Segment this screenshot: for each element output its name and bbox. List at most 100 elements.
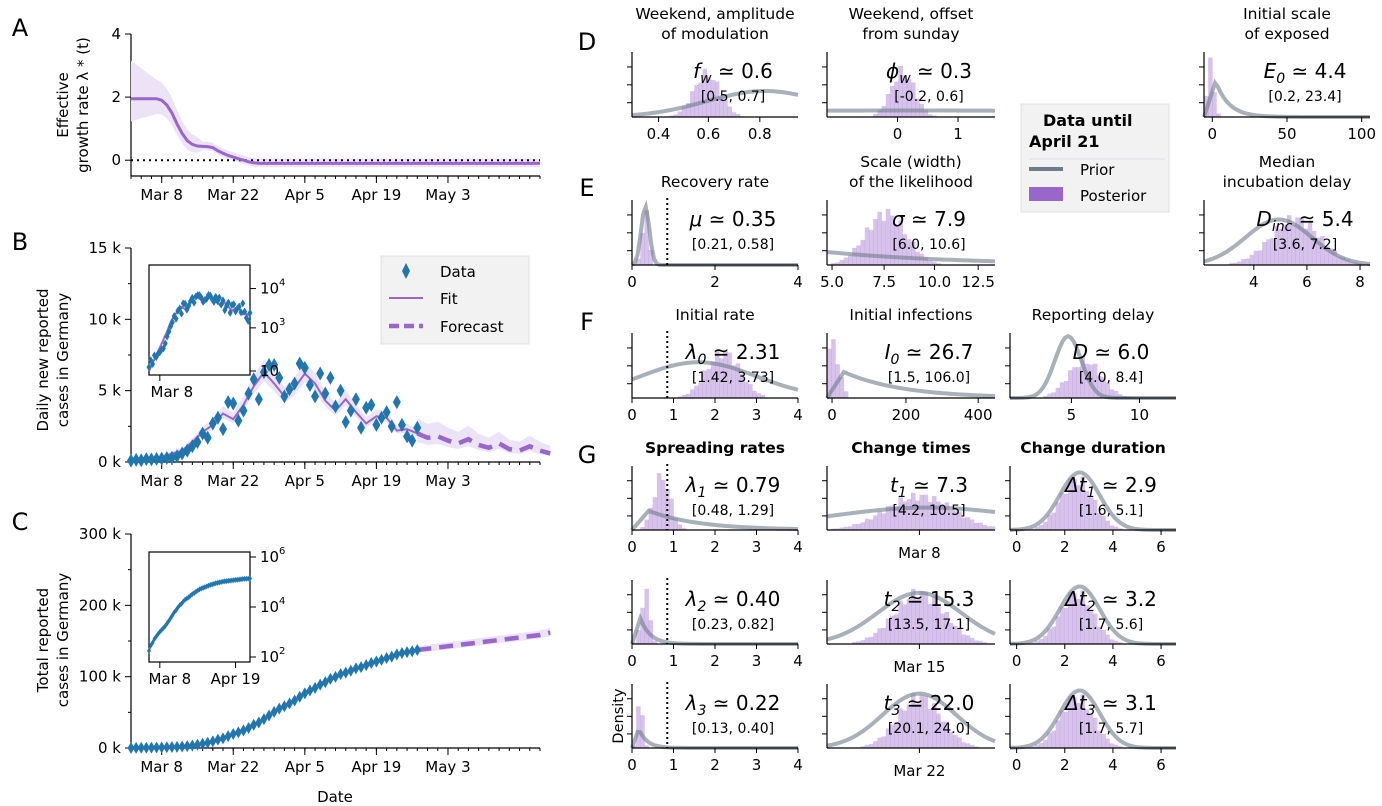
density-panel-sigma: 5.0 7.5 10.0 12.5 Scale (width) of the likeli… [820,153,996,291]
data-point [239,403,248,418]
x-tick-label: Mar 22 [207,472,259,490]
posterior-bar [873,219,878,265]
x-tick-label: 3 [752,406,762,424]
estimate-label: Δt3 ≃ 3.1 [1063,691,1157,719]
data-point [306,684,314,697]
data-point [285,382,294,397]
inset-data-point [150,360,156,369]
x-tick-label: May 3 [425,758,470,776]
posterior-bar [906,239,912,265]
posterior-bar [885,208,891,265]
data-point [316,366,325,381]
density-panel-I0: 0 200 400 Initial infections I0 ≃ 26.7 [1.5, … [822,306,996,424]
x-tick-label: 1 [669,538,679,556]
posterior-bar [1117,528,1123,530]
posterior-bar [1117,746,1123,748]
posterior-bar [898,220,903,265]
posterior-bar [852,641,857,644]
data-point [193,435,202,450]
panel-letter-F: F [580,308,594,336]
posterior-bar [661,479,666,530]
posterior-bar [685,103,691,117]
posterior-bar [848,255,853,265]
posterior-bar [919,494,924,530]
data-point [234,413,243,428]
posterior-bar [978,522,983,530]
posterior-bar [1097,512,1102,530]
x-tick-label: 5.0 [820,273,844,291]
posterior-bar [719,358,724,398]
posterior-bar [1080,590,1085,644]
posterior-bar [948,622,954,644]
data-point [275,370,284,385]
posterior-bar [852,247,857,265]
x-tick-label: 4 [793,406,803,424]
posterior-bar [923,494,929,530]
x-axis-label: Date [317,788,353,806]
x-tick-label: Mar 8 [140,472,183,490]
estimate-label: t3 ≃ 22.0 [884,691,975,719]
posterior-bar [1030,746,1036,748]
legend-data-label: Data [440,263,476,281]
posterior-bar [957,737,962,748]
data-point [203,430,212,445]
data-point [357,661,365,674]
inset-data-point [231,300,237,309]
data-point [305,377,314,392]
posterior-bar [911,588,916,644]
posterior-bar [1084,605,1090,644]
posterior-bar [919,695,924,748]
posterior-bar [735,113,741,117]
posterior-bar [727,106,732,117]
inset-data-point [238,308,244,317]
posterior-bar [1059,606,1065,644]
inset-data-point [191,298,197,307]
posterior-bar [911,82,916,117]
posterior-bar [1274,225,1279,265]
panel-title: Initial infections [849,306,972,324]
posterior-bar [927,603,933,644]
x-tick-label: Mar 15 [893,658,945,676]
panel-title: Recovery rate [661,173,769,191]
data-point [137,741,145,754]
posterior-bar [1080,356,1085,398]
posterior-bar [906,599,912,644]
posterior-bar [1257,250,1263,265]
x-tick-label: 2 [1060,538,1070,556]
posterior-bar [839,377,845,398]
data-point [372,655,380,668]
y-tick-label: 15 k [88,239,121,257]
posterior-bar [927,502,933,530]
posterior-bar [1043,521,1048,530]
x-tick-label: 4 [793,756,803,774]
posterior-bar [1241,259,1246,265]
posterior-bar [873,632,878,644]
x-tick-label: 1 [669,652,679,670]
posterior-bar [1295,217,1300,265]
x-tick-label: Mar 22 [207,186,259,204]
posterior-bar [1212,92,1217,117]
posterior-bar [1287,215,1292,265]
posterior-bar [932,115,937,117]
data-point [413,420,422,435]
data-point [193,738,201,751]
posterior-bar [911,492,916,530]
posterior-bar [640,232,645,265]
posterior-bar [923,257,929,265]
legend-prior-posterior: Data until April 21 Prior Posterior [1020,103,1170,213]
inset-data-point [240,299,246,308]
data-point [403,646,411,659]
posterior-bar [1047,628,1052,644]
credible-interval: [0.21, 0.58] [692,237,774,253]
posterior-bar [965,517,971,530]
posterior-bar [902,710,908,748]
credible-band [131,60,540,168]
posterior-bar [1299,217,1304,265]
posterior-bar [1245,258,1250,265]
posterior-bar [1047,393,1052,398]
density-panel-mu: 0 2 4 Recovery rate μ ≃ 0.35 [0.21, 0.58] [627,173,803,291]
posterior-bar [890,86,895,117]
inset-data-point [245,316,251,325]
x-tick-label: 0 [1012,652,1022,670]
inset-x-tick-label: Apr 19 [211,670,261,688]
